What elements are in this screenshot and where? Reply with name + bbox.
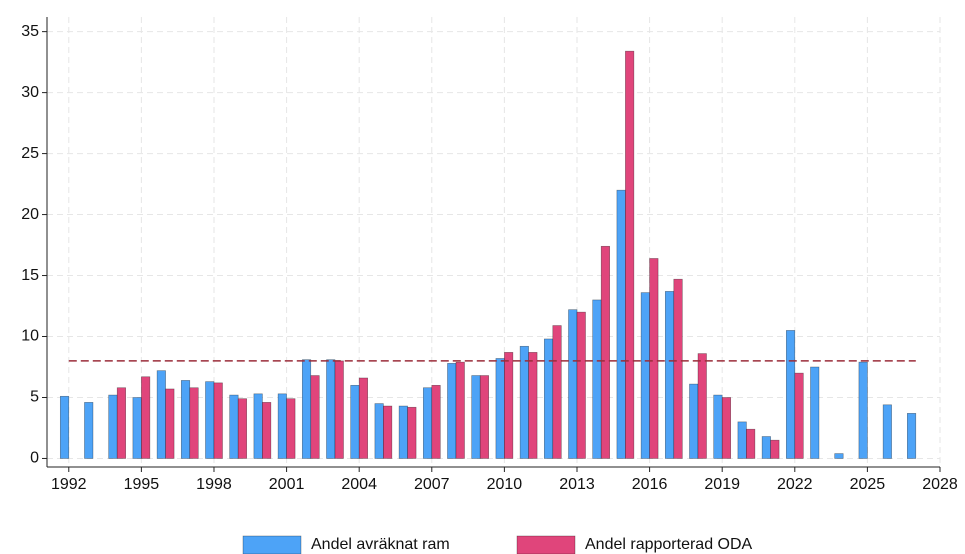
bar: [326, 359, 336, 459]
bar: [737, 421, 747, 459]
x-tick-label: 2028: [922, 476, 958, 493]
y-tick-label: 5: [30, 389, 39, 406]
bar: [834, 453, 844, 459]
y-tick-label: 25: [21, 145, 39, 162]
x-tick-label: 2016: [632, 476, 668, 493]
bar: [721, 397, 731, 459]
bar: [746, 428, 756, 459]
y-tick-label: 30: [21, 84, 39, 101]
bar: [229, 394, 239, 459]
bar: [592, 299, 602, 459]
y-tick-label: 15: [21, 267, 39, 284]
y-tick-label: 10: [21, 328, 39, 345]
bar: [882, 404, 892, 459]
bar: [794, 372, 804, 459]
bar: [471, 375, 481, 459]
bar: [625, 50, 635, 459]
bar: [165, 388, 175, 459]
bar: [310, 375, 320, 459]
bar: [422, 387, 433, 459]
bar: [576, 311, 586, 459]
bar: [673, 278, 683, 459]
bar: [398, 405, 408, 459]
bar: [180, 380, 191, 459]
bar: [383, 405, 393, 459]
bar: [810, 366, 820, 459]
bar: [213, 382, 223, 459]
x-tick-label: 2022: [777, 476, 813, 493]
bar: [286, 398, 296, 459]
bar: [568, 309, 578, 459]
legend-label: Andel rapporterad ODA: [585, 536, 753, 553]
x-tick-label: 1995: [124, 476, 160, 493]
bar: [205, 381, 215, 459]
bar: [334, 360, 344, 459]
bar: [59, 395, 70, 459]
bar: [479, 375, 489, 459]
bar: [697, 353, 707, 459]
bar: [108, 394, 118, 459]
bar: [543, 338, 554, 459]
bar: [504, 352, 514, 459]
y-tick-label: 0: [30, 450, 39, 467]
bar: [785, 330, 796, 459]
bar: [253, 393, 263, 459]
bar: [552, 325, 562, 459]
bar: [84, 402, 94, 459]
y-tick-label: 20: [21, 206, 39, 223]
bar: [600, 245, 610, 459]
bar: [906, 413, 917, 459]
bar: [116, 387, 126, 459]
y-tick-label: 35: [21, 23, 39, 40]
bar: [447, 363, 457, 459]
x-tick-label: 2019: [704, 476, 740, 493]
bar: [689, 383, 699, 459]
x-tick-label: 1992: [51, 476, 87, 493]
x-tick-label: 2004: [341, 476, 377, 493]
bar: [262, 402, 272, 459]
x-tick-label: 2013: [559, 476, 595, 493]
bar: [301, 359, 312, 459]
legend-label: Andel avräknat ram: [311, 536, 450, 553]
bar: [616, 189, 626, 459]
bar: [528, 352, 538, 459]
bar: [277, 393, 287, 459]
bar: [132, 397, 142, 459]
bar: [761, 436, 771, 459]
bar: [350, 384, 360, 459]
bar: [770, 439, 780, 459]
bar: [407, 406, 417, 459]
bar: [156, 370, 166, 459]
legend-swatch: [516, 535, 576, 554]
bar: [141, 376, 151, 459]
bar: [664, 291, 675, 459]
bar: [713, 394, 723, 459]
x-tick-label: 2001: [269, 476, 305, 493]
bar: [431, 384, 441, 459]
bar: [358, 377, 368, 459]
bar: [189, 387, 199, 459]
x-tick-label: 2007: [414, 476, 450, 493]
x-tick-label: 1998: [196, 476, 232, 493]
bar: [640, 292, 650, 459]
bar: [374, 403, 384, 459]
x-tick-label: 2025: [850, 476, 886, 493]
bar: [237, 398, 247, 459]
bar: [455, 361, 465, 459]
bar: [858, 361, 868, 459]
bar: [649, 258, 659, 459]
bar: [495, 358, 505, 459]
x-tick-label: 2010: [487, 476, 523, 493]
bar: [519, 345, 529, 459]
legend-swatch: [242, 535, 302, 554]
